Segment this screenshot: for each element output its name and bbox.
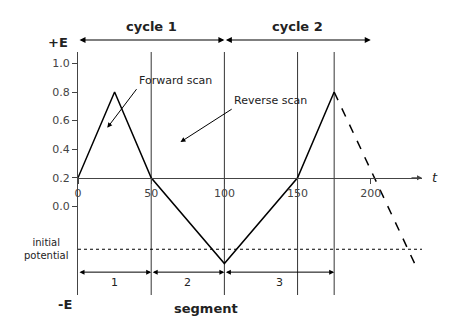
svg-text:0: 0 xyxy=(75,187,82,200)
svg-text:0.8: 0.8 xyxy=(52,86,70,99)
svg-text:200: 200 xyxy=(360,187,381,200)
svg-text:100: 100 xyxy=(214,187,235,200)
svg-text:Forward scan: Forward scan xyxy=(139,74,212,87)
svg-text:0.0: 0.0 xyxy=(52,200,70,213)
svg-text:2: 2 xyxy=(184,276,191,289)
svg-text:0.4: 0.4 xyxy=(52,143,70,156)
svg-text:1.0: 1.0 xyxy=(52,57,70,70)
svg-text:segment: segment xyxy=(174,301,238,316)
svg-text:1: 1 xyxy=(111,276,118,289)
svg-text:cycle 1: cycle 1 xyxy=(126,19,177,34)
svg-text:-E: -E xyxy=(58,297,72,312)
svg-text:0.2: 0.2 xyxy=(52,172,70,185)
svg-text:t: t xyxy=(432,170,438,185)
svg-text:3: 3 xyxy=(276,276,283,289)
svg-text:cycle 2: cycle 2 xyxy=(272,19,323,34)
svg-text:50: 50 xyxy=(144,187,158,200)
svg-text:initialpotential: initialpotential xyxy=(24,237,68,261)
svg-text:150: 150 xyxy=(287,187,308,200)
svg-text:Reverse scan: Reverse scan xyxy=(234,94,307,107)
svg-text:0.6: 0.6 xyxy=(52,114,70,127)
svg-text:+E: +E xyxy=(48,35,68,50)
